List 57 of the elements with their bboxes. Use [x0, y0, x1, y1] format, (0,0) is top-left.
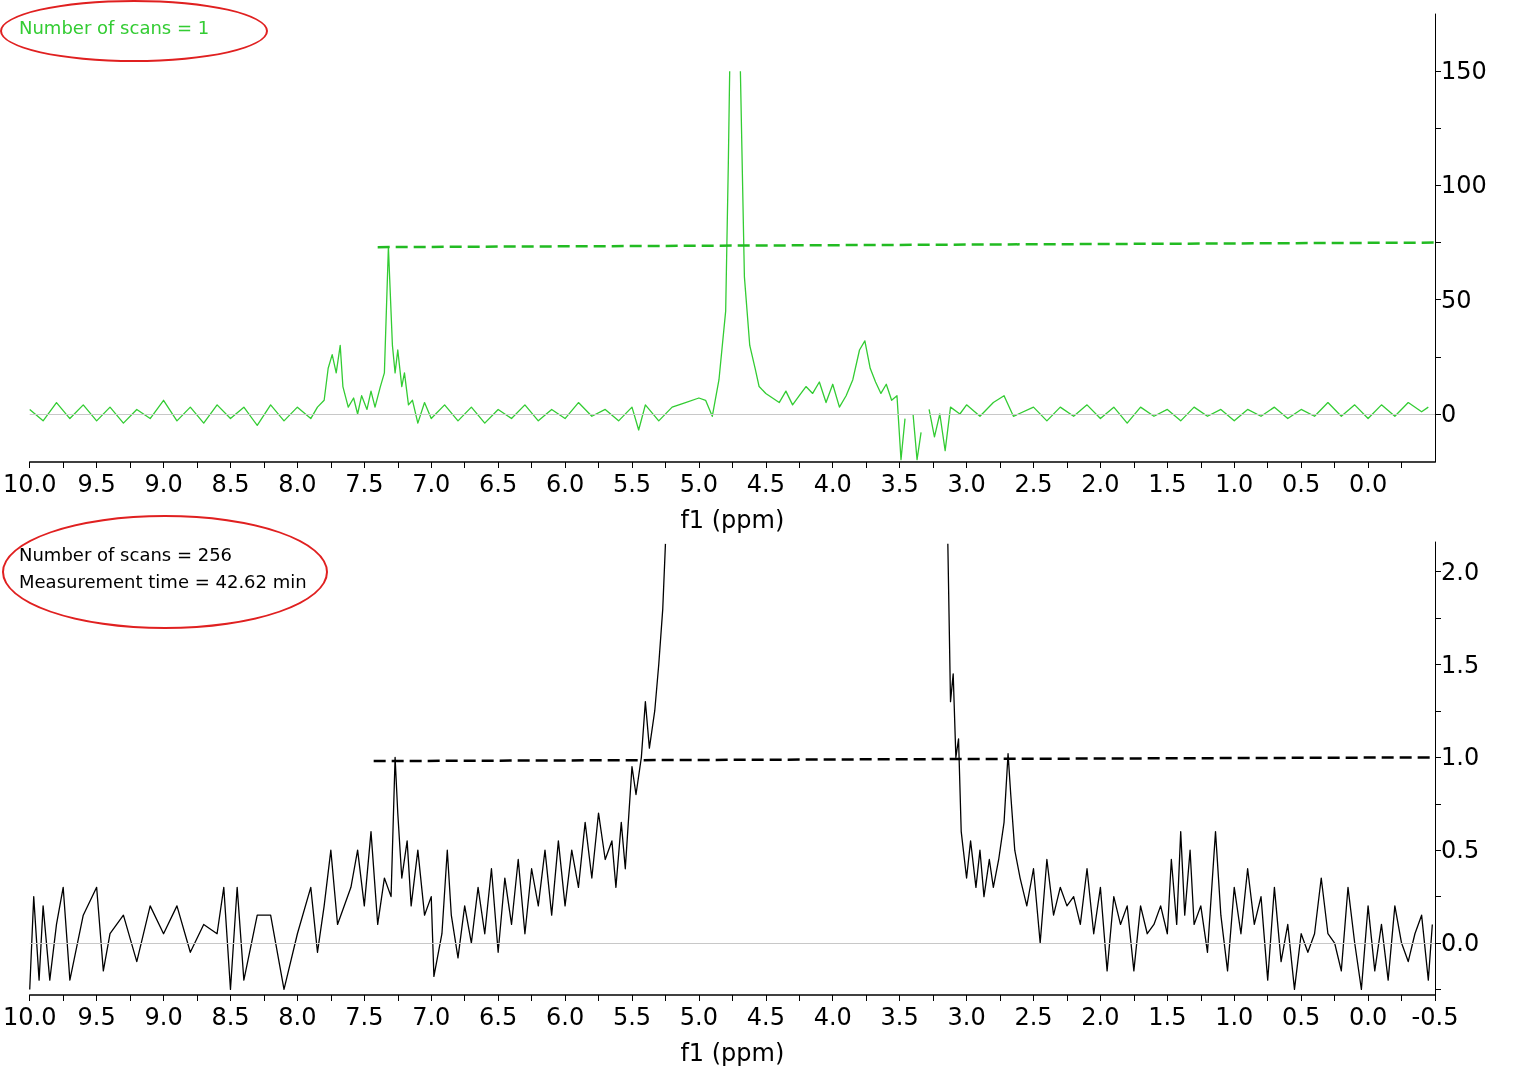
- x-tick-label: 3.5: [880, 1003, 919, 1031]
- x-tick-label: 2.5: [1014, 1003, 1053, 1031]
- annotation: Number of scans = 1: [19, 16, 210, 40]
- x-tick-label: 1.0: [1215, 470, 1254, 498]
- x-tick-label: 1.5: [1148, 470, 1187, 498]
- x-tick-label: 0.5: [1282, 1003, 1321, 1031]
- y-tick-label: 2.0: [1441, 557, 1480, 586]
- x-tick-label: 4.0: [813, 470, 852, 498]
- x-tick-label: 6.0: [545, 1003, 585, 1031]
- x-tick-label: 7.0: [412, 470, 451, 498]
- x-tick-label: 5.5: [612, 1003, 652, 1031]
- x-tick-label: 8.5: [211, 470, 250, 498]
- x-tick-label: 7.5: [345, 1003, 384, 1031]
- annotation: Measurement time = 42.62 min: [19, 570, 307, 594]
- y-tick-label: 150: [1441, 57, 1487, 86]
- x-tick-label: 10.0: [3, 1003, 57, 1031]
- x-tick-label: 9.0: [144, 470, 183, 498]
- y-tick-label: 1.5: [1441, 650, 1480, 679]
- x-tick-label: -0.5: [1411, 1003, 1459, 1031]
- x-tick-label: 2.0: [1081, 1003, 1120, 1031]
- x-tick-label: 6.0: [545, 470, 585, 498]
- x-tick-label: 5.0: [679, 1003, 718, 1031]
- x-axis-title: f1 (ppm): [680, 1039, 785, 1067]
- x-tick-label: 0.0: [1349, 1003, 1388, 1031]
- x-tick-label: 0.5: [1282, 470, 1321, 498]
- x-tick-label: 2.5: [1014, 470, 1053, 498]
- x-tick-label: 1.5: [1148, 1003, 1187, 1031]
- y-tick-label: 0.0: [1441, 929, 1480, 958]
- x-tick-label: 1.0: [1215, 1003, 1254, 1031]
- x-tick-label: 4.5: [746, 470, 785, 498]
- x-tick-label: 8.0: [278, 470, 317, 498]
- x-tick-label: 9.5: [77, 470, 116, 498]
- y-tick-label: 50: [1441, 285, 1472, 314]
- x-tick-label: 6.5: [479, 1003, 518, 1031]
- x-tick-label: 3.0: [947, 470, 986, 498]
- annotation: Number of scans = 256: [19, 543, 234, 567]
- x-tick-label: 8.0: [278, 1003, 317, 1031]
- x-tick-label: 6.5: [479, 470, 518, 498]
- x-tick-label: 2.0: [1081, 470, 1120, 498]
- x-tick-label: 3.5: [880, 470, 919, 498]
- y-tick-label: 100: [1441, 171, 1487, 200]
- y-tick-label: 0: [1441, 400, 1457, 428]
- x-tick-label: 3.0: [947, 1003, 986, 1031]
- x-tick-label: 9.0: [144, 1003, 183, 1031]
- x-tick-label: 5.0: [679, 470, 718, 498]
- x-tick-label: 0.0: [1349, 470, 1388, 498]
- x-tick-label: 7.5: [345, 470, 384, 498]
- x-tick-label: 4.0: [813, 1003, 852, 1031]
- x-tick-label: 9.5: [77, 1003, 116, 1031]
- x-tick-label: 10.0: [3, 470, 57, 498]
- x-tick-label: 8.5: [211, 1003, 250, 1031]
- y-tick-label: 1.0: [1441, 743, 1480, 772]
- x-tick-label: 5.5: [612, 470, 652, 498]
- x-tick-label: 4.5: [746, 1003, 785, 1031]
- y-tick-label: 0.5: [1441, 836, 1480, 865]
- x-axis-title: f1 (ppm): [680, 506, 785, 534]
- x-tick-label: 7.0: [412, 1003, 451, 1031]
